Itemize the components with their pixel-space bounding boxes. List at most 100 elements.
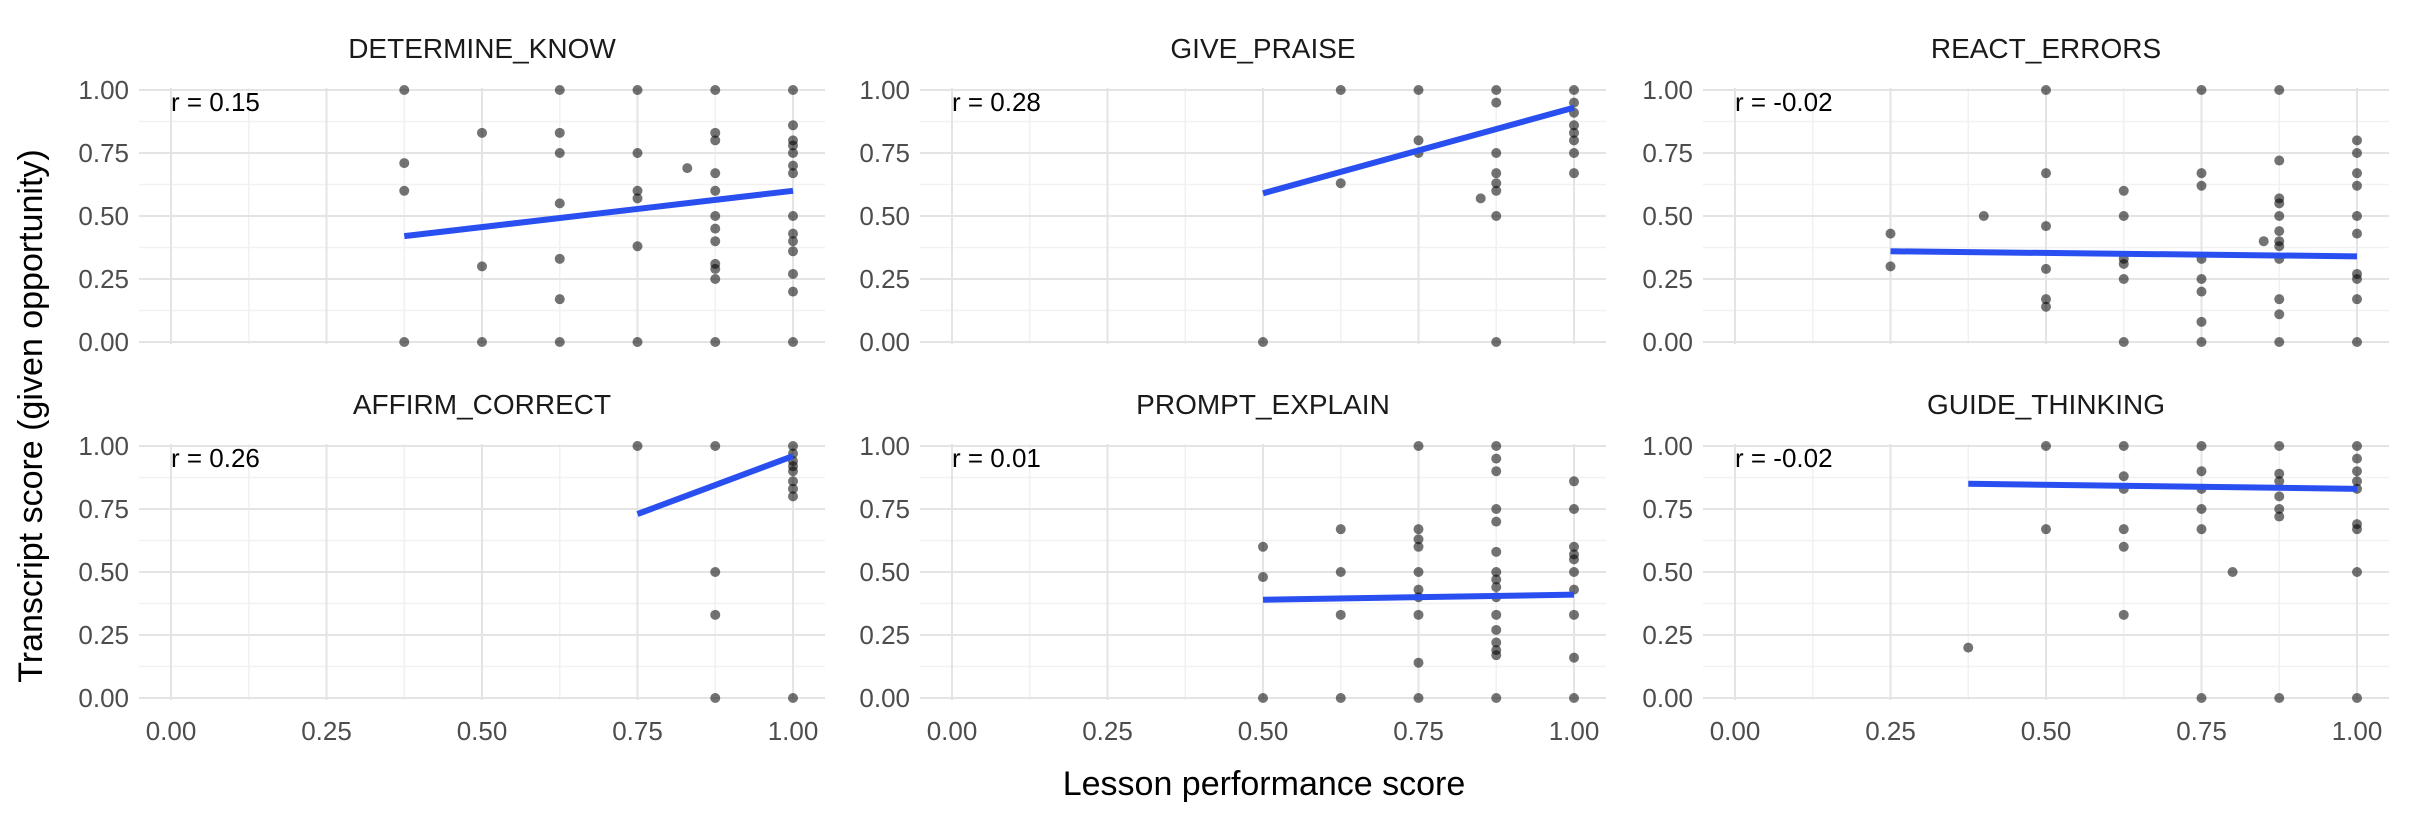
- data-point: [788, 286, 798, 297]
- data-point: [788, 236, 798, 247]
- y-tick-label: 0.75: [78, 494, 129, 524]
- y-tick-label: 0.50: [1642, 557, 1693, 587]
- regression-line: [636, 453, 795, 517]
- data-point: [2352, 274, 2362, 284]
- data-point: [1335, 609, 1346, 620]
- data-point: [632, 85, 643, 95]
- data-point: [1413, 567, 1424, 577]
- data-point: [1491, 624, 1502, 635]
- facet-panel-react-errors: REACT_ERRORS 0.00 0.25 0.50 0.75 1.00 r = -0.0…: [1642, 33, 2389, 357]
- data-point: [1491, 546, 1502, 557]
- data-point: [2041, 301, 2051, 312]
- y-tick-label: 0.00: [1642, 683, 1693, 713]
- correlation-annotation: r = 0.01: [952, 443, 1041, 473]
- data-point: [2274, 309, 2285, 320]
- data-point: [2227, 567, 2238, 577]
- x-tick-label: 0.75: [612, 716, 663, 746]
- data-point: [554, 294, 565, 305]
- data-point: [1569, 85, 1579, 95]
- data-point: [1413, 534, 1424, 545]
- data-point: [399, 185, 410, 196]
- data-point: [632, 185, 643, 196]
- data-point: [2352, 211, 2362, 221]
- data-point: [2196, 168, 2207, 179]
- data-point: [2196, 693, 2207, 703]
- y-tick-label: 0.75: [859, 138, 910, 168]
- data-point: [1491, 148, 1502, 158]
- data-point: [2274, 468, 2285, 479]
- data-point: [399, 158, 410, 169]
- x-tick-label: 0.25: [1865, 716, 1916, 746]
- y-tick-label: 0.00: [78, 683, 129, 713]
- data-point: [1491, 504, 1502, 514]
- data-point: [710, 693, 721, 703]
- facet-panel-give-praise: GIVE_PRAISE 0.00 0.25 0.50 0.75 1.00 r = 0.28: [859, 33, 1606, 357]
- data-point: [710, 85, 721, 95]
- data-point: [2196, 441, 2207, 451]
- correlation-annotation: r = -0.02: [1735, 87, 1833, 117]
- data-point: [710, 127, 721, 138]
- data-point: [2274, 85, 2285, 95]
- data-point: [554, 127, 565, 138]
- data-point: [399, 85, 410, 95]
- data-point: [1569, 609, 1579, 620]
- data-point: [1491, 97, 1502, 108]
- data-point: [1491, 582, 1502, 593]
- data-point: [632, 241, 643, 252]
- data-point: [1569, 504, 1579, 514]
- y-tick-label: 1.00: [859, 431, 910, 461]
- data-point: [788, 140, 798, 151]
- data-point: [2274, 241, 2285, 252]
- data-point: [2118, 337, 2129, 347]
- data-point: [2352, 148, 2362, 158]
- data-point: [1491, 441, 1502, 451]
- data-point: [2352, 567, 2362, 577]
- data-point: [1569, 652, 1579, 663]
- data-point: [1569, 127, 1579, 138]
- data-point: [1475, 193, 1486, 204]
- data-point: [1258, 337, 1268, 347]
- regression-line: [1890, 248, 2358, 260]
- data-point: [2352, 693, 2362, 703]
- data-point: [1413, 584, 1424, 595]
- data-point: [1491, 337, 1502, 347]
- data-point: [1569, 135, 1579, 146]
- data-point: [1569, 168, 1579, 179]
- data-point: [1335, 693, 1346, 703]
- y-tick-label: 1.00: [78, 75, 129, 105]
- data-point: [632, 441, 643, 451]
- regression-line: [1968, 480, 2358, 492]
- data-point: [2352, 453, 2362, 464]
- data-point: [2274, 211, 2285, 221]
- data-point: [632, 148, 643, 158]
- data-point: [788, 211, 798, 221]
- data-point: [710, 211, 721, 221]
- data-point: [1491, 609, 1502, 620]
- y-tick-label: 1.00: [1642, 75, 1693, 105]
- data-point: [2118, 524, 2129, 535]
- data-point: [1491, 85, 1502, 95]
- data-point: [477, 261, 487, 272]
- facet-panel-prompt-explain: PROMPT_EXPLAIN 0.00 0.25 0.50 0.75 1.00 0.00 0.…: [859, 389, 1606, 746]
- data-point: [788, 228, 798, 239]
- data-point: [1963, 642, 1974, 653]
- data-point: [1491, 185, 1502, 196]
- data-point: [554, 198, 565, 209]
- y-tick-label: 0.25: [859, 264, 910, 294]
- data-point: [2118, 258, 2129, 269]
- data-point: [2274, 198, 2285, 209]
- data-point: [2118, 541, 2129, 552]
- data-point: [2352, 441, 2362, 451]
- y-tick-label: 0.75: [1642, 494, 1693, 524]
- x-tick-label: 0.50: [457, 716, 508, 746]
- y-tick-label: 0.50: [859, 201, 910, 231]
- x-tick-label: 0.25: [301, 716, 352, 746]
- data-point: [788, 246, 798, 257]
- data-point: [2118, 274, 2129, 284]
- data-point: [1569, 148, 1579, 158]
- y-tick-label: 0.25: [1642, 620, 1693, 650]
- data-point: [1491, 650, 1502, 661]
- data-point: [710, 441, 721, 451]
- facet-title: AFFIRM_CORRECT: [353, 389, 611, 420]
